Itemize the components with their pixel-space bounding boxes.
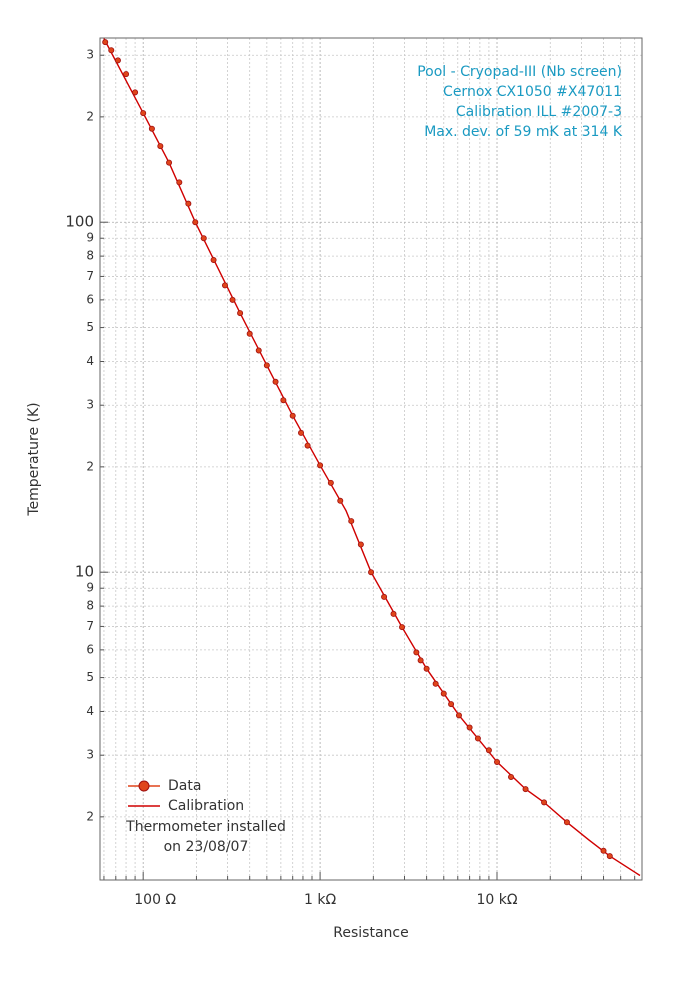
data-point: [166, 159, 173, 166]
data-point: [132, 89, 139, 96]
data-point: [102, 39, 109, 46]
note: on 23/08/07: [164, 839, 249, 855]
y-tick-label: 9: [86, 581, 94, 595]
y-tick-label: 3: [86, 748, 94, 762]
y-tick-label: 7: [86, 269, 94, 283]
data-point: [466, 724, 473, 731]
y-tick-label: 100: [65, 213, 94, 231]
data-point: [229, 296, 236, 303]
data-point: [304, 442, 311, 449]
data-point: [541, 799, 548, 806]
y-tick-label: 4: [86, 354, 94, 368]
y-tick-label: 8: [86, 599, 94, 613]
data-point: [417, 657, 424, 664]
y-tick-label: 7: [86, 619, 94, 633]
y-tick-label: 2: [86, 459, 94, 473]
data-point: [357, 541, 364, 548]
data-point: [522, 786, 529, 793]
legend-label: Data: [168, 778, 201, 794]
data-point: [432, 680, 439, 687]
data-point: [185, 200, 192, 207]
data-point: [455, 712, 462, 719]
data-point: [474, 735, 481, 742]
plot-frame: [99, 37, 643, 881]
data-point: [192, 219, 199, 226]
data-point: [148, 125, 155, 132]
data-point: [563, 819, 570, 826]
data-point: [108, 47, 115, 54]
data-point: [413, 649, 420, 656]
data-point: [337, 497, 344, 504]
data-point: [485, 747, 492, 754]
data-point: [381, 593, 388, 600]
y-tick-label: 5: [86, 320, 94, 334]
data-point: [508, 773, 515, 780]
y-tick-label: 8: [86, 249, 94, 263]
data-point: [368, 569, 375, 576]
y-tick-label: 2: [86, 109, 94, 123]
data-point: [263, 362, 270, 369]
annotation: Pool - Cryopad-III (Nb screen): [417, 64, 622, 80]
data-point: [600, 847, 607, 854]
data-point: [423, 665, 430, 672]
annotation: Calibration ILL #2007-3: [456, 104, 622, 120]
data-point: [221, 282, 228, 289]
data-point: [246, 330, 253, 337]
data-point: [399, 624, 406, 631]
data-point: [200, 235, 207, 242]
data-point: [494, 758, 501, 765]
data-point: [390, 610, 397, 617]
data-point: [289, 412, 296, 419]
data-point: [255, 347, 262, 354]
x-tick-label: 10 kΩ: [476, 892, 517, 908]
y-tick-label: 2: [86, 809, 94, 823]
data-point: [114, 57, 121, 64]
x-axis-label: Resistance: [333, 925, 408, 941]
data-point: [327, 479, 334, 486]
data-point: [210, 256, 217, 263]
y-tick-label: 9: [86, 231, 94, 245]
data-point: [317, 462, 324, 469]
y-tick-label: 3: [86, 48, 94, 62]
y-tick-label: 4: [86, 704, 94, 718]
data-point: [123, 71, 130, 78]
data-point: [237, 310, 244, 317]
data-point: [348, 518, 355, 525]
annotation: Max. dev. of 59 mK at 314 K: [424, 124, 623, 140]
y-tick-label: 5: [86, 670, 94, 684]
y-tick-label: 10: [75, 563, 94, 581]
data-point: [140, 110, 147, 117]
data-point: [606, 853, 613, 860]
x-tick-label: 100 Ω: [134, 892, 176, 908]
calibration-line: [103, 38, 641, 877]
data-point: [298, 429, 305, 436]
note: Thermometer installed: [125, 819, 286, 835]
data-point: [440, 690, 447, 697]
y-axis-label: Temperature (K): [26, 402, 42, 516]
y-tick-label: 6: [86, 292, 94, 306]
data-point: [280, 397, 287, 404]
x-tick-label: 1 kΩ: [304, 892, 336, 908]
legend-label: Calibration: [168, 798, 244, 814]
annotation: Cernox CX1050 #X47011: [443, 84, 622, 100]
data-point: [272, 378, 279, 385]
data-point: [157, 143, 164, 150]
y-tick-label: 3: [86, 398, 94, 412]
y-tick-label: 6: [86, 642, 94, 656]
data-point: [448, 701, 455, 708]
legend-marker: [138, 780, 150, 792]
data-point: [176, 179, 183, 186]
